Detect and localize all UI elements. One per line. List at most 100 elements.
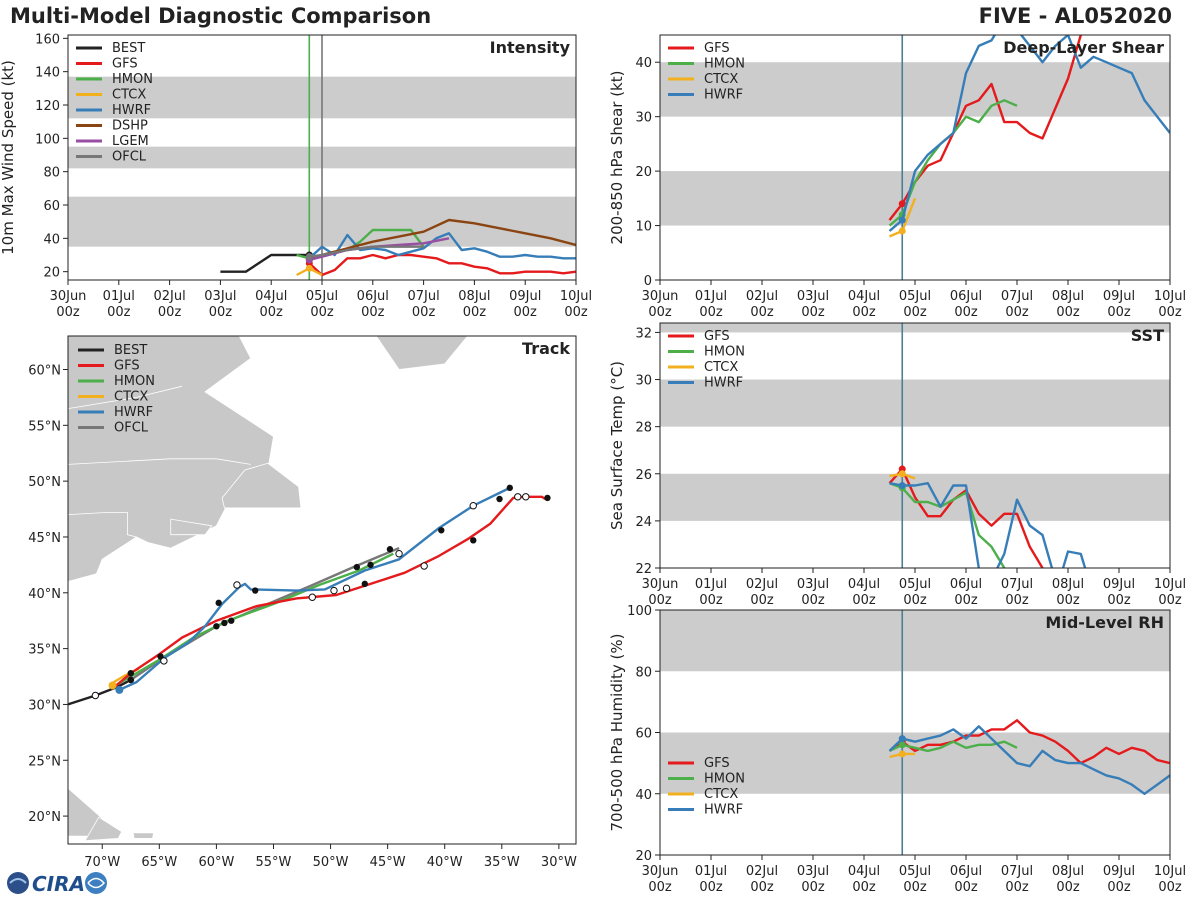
rh-chart: 2040608010030Jun00z01Jul00z02Jul00z03Jul… — [608, 604, 1186, 895]
intensity-xtick-label-hour: 00z — [412, 305, 436, 320]
sst-ytick-label: 22 — [635, 562, 652, 577]
rh-title: Mid-Level RH — [1045, 613, 1164, 632]
rh-xtick-label-hour: 00z — [699, 880, 723, 895]
rh-xtick-label-date: 03Jul — [797, 864, 829, 879]
land-mass-1 — [221, 462, 302, 509]
storm-id-title: FIVE - AL052020 — [978, 4, 1172, 28]
track-ytick-label: 40°N — [28, 587, 61, 602]
sst-xtick-label-date: 03Jul — [797, 577, 829, 592]
track-ytick-label: 50°N — [28, 475, 61, 490]
shear-init-point-ctcx — [898, 227, 906, 235]
intensity-ytick-label: 20 — [43, 266, 60, 281]
sst-xtick-label-date: 06Jul — [950, 577, 982, 592]
rh-xtick-label-date: 09Jul — [1103, 864, 1135, 879]
sst-xtick-label-date: 30Jun — [642, 577, 679, 592]
cira-logo-spiral-icon — [87, 877, 106, 889]
track-ytick-label: 35°N — [28, 643, 61, 658]
rh-ytick-label: 40 — [635, 788, 652, 803]
intensity-title: Intensity — [490, 38, 571, 57]
rh-xtick-label-date: 02Jul — [746, 864, 778, 879]
rh-xtick-label-hour: 00z — [954, 880, 978, 895]
rh-init-point-hmon — [898, 741, 906, 749]
sst-ylabel: Sea Surface Temp (°C) — [608, 361, 626, 530]
sst-xtick-label-hour: 00z — [1158, 593, 1182, 608]
shear-ytick-label: 30 — [635, 111, 652, 126]
shear-title: Deep-Layer Shear — [1003, 38, 1164, 57]
sst-xtick-label-date: 02Jul — [746, 577, 778, 592]
track-plot-area — [68, 336, 551, 842]
shear-xtick-label-date: 30Jun — [642, 289, 679, 304]
shear-xtick-label-date: 02Jul — [746, 289, 778, 304]
shear-init-point-hwrf — [898, 216, 906, 224]
land-mass-3 — [262, 336, 469, 370]
land-border-0 — [68, 512, 137, 538]
intensity-plot-area — [68, 35, 576, 280]
land-mass-2 — [170, 518, 213, 536]
intensity-init-point-ofcl — [305, 253, 313, 261]
track-xtick-label: 35°W — [484, 855, 520, 870]
rh-xtick-label-hour: 00z — [1056, 880, 1080, 895]
sst-legend-label-gfs: GFS — [704, 329, 730, 344]
rh-ytick-label: 20 — [635, 849, 652, 864]
track-series-best — [68, 678, 132, 706]
sst-xtick-label-hour: 00z — [903, 593, 927, 608]
rh-xtick-label-hour: 00z — [1005, 880, 1029, 895]
intensity-legend-label-gfs: GFS — [112, 57, 138, 72]
intensity-ytick-label: 100 — [35, 132, 60, 147]
rh-legend-label-hwrf: HWRF — [704, 803, 743, 818]
rh-legend-label-gfs: GFS — [704, 756, 730, 771]
track-series-hmon — [113, 552, 394, 688]
intensity-legend-label-dshp: DSHP — [112, 119, 148, 134]
rh-legend-label-hmon: HMON — [704, 772, 745, 787]
shear-init-point-gfs — [898, 200, 906, 208]
rh-xtick-label-hour: 00z — [750, 880, 774, 895]
intensity-ytick-label: 40 — [43, 232, 60, 247]
cira-logo-globe-icon — [7, 872, 29, 894]
intensity-xtick-label-hour: 00z — [56, 305, 80, 320]
sst-xtick-label-date: 04Jul — [848, 577, 880, 592]
shear-xtick-label-date: 08Jul — [1052, 289, 1084, 304]
shear-xtick-label-date: 01Jul — [695, 289, 727, 304]
shear-xtick-label-hour: 00z — [954, 305, 978, 320]
track-marker-open — [395, 550, 403, 558]
track-frame — [67, 335, 577, 845]
cira-logo-hurricane-icon — [85, 872, 107, 894]
sst-xtick-label-hour: 00z — [852, 593, 876, 608]
shear-xtick-label-hour: 00z — [750, 305, 774, 320]
sst-xtick-label-date: 05Jul — [899, 577, 931, 592]
track-start-point-hwrf — [115, 685, 124, 694]
intensity-xtick-label-hour: 00z — [107, 305, 131, 320]
intensity-xtick-label-date: 08Jul — [458, 289, 490, 304]
track-marker-filled — [127, 676, 134, 684]
sst-legend-label-ctcx: CTCX — [704, 360, 738, 375]
track-series-hwrf — [118, 487, 509, 691]
track-xtick-label: 50°W — [313, 855, 349, 870]
intensity-xtick-label-hour: 00z — [361, 305, 385, 320]
cira-logo: CIRA — [7, 872, 107, 896]
track-marker-open — [91, 691, 100, 700]
sst-init-point-ctcx — [898, 470, 906, 478]
rh-ytick-label: 80 — [635, 665, 652, 680]
intensity-legend-label-lgem: LGEM — [112, 134, 149, 149]
rh-xtick-label-date: 01Jul — [695, 864, 727, 879]
shear-xtick-label-hour: 00z — [852, 305, 876, 320]
sst-xtick-label-hour: 00z — [1056, 593, 1080, 608]
sst-xtick-label-date: 10Jul — [1154, 577, 1186, 592]
track-marker-open — [522, 493, 530, 501]
track-xtick-label: 30°W — [541, 855, 577, 870]
track-legend-label-hwrf: HWRF — [114, 405, 153, 420]
sst-title: SST — [1131, 326, 1164, 345]
track-marker-open — [308, 593, 316, 601]
shear-xtick-label-date: 05Jul — [899, 289, 931, 304]
rh-ytick-label: 100 — [627, 604, 652, 619]
shear-xtick-label-hour: 00z — [1107, 305, 1131, 320]
intensity-ytick-label: 120 — [35, 99, 60, 114]
land-mass-5 — [84, 816, 123, 842]
intensity-series-ofcl — [309, 245, 424, 258]
shear-legend-label-hmon: HMON — [704, 57, 745, 72]
intensity-xtick-label-date: 02Jul — [153, 289, 185, 304]
track-title: Track — [522, 339, 570, 358]
track-marker-open — [233, 581, 241, 589]
track-marker-filled — [544, 494, 551, 502]
